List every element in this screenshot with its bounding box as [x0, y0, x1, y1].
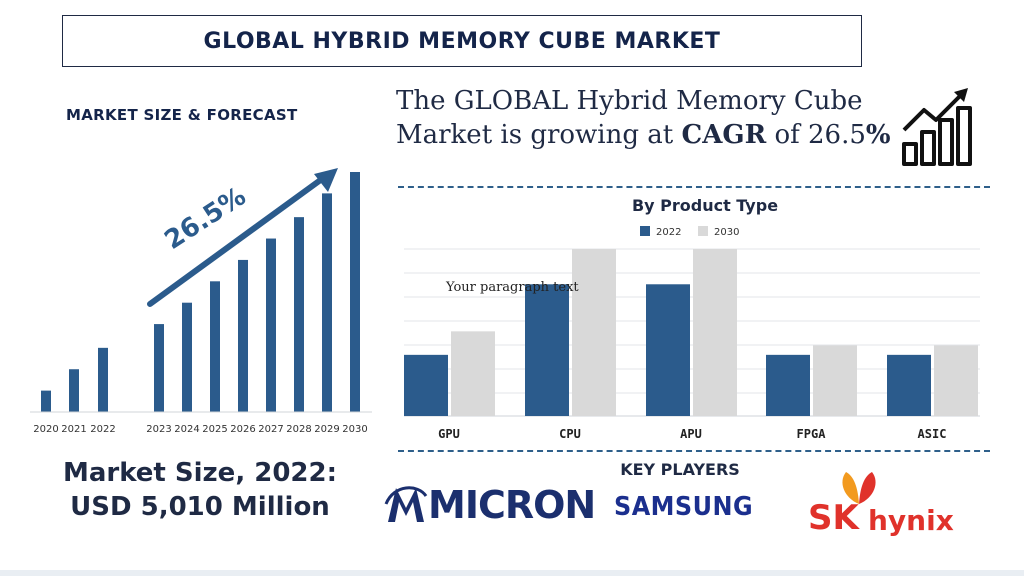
growth-tick-2022: 2022 — [90, 424, 115, 435]
headline-line1: The GLOBAL Hybrid Memory Cube — [396, 86, 863, 116]
placeholder-paragraph-text: Your paragraph text — [446, 280, 579, 295]
growth-tick-2021: 2021 — [61, 424, 86, 435]
product-bars — [404, 249, 978, 416]
sk-hynix-logo: SK hynix — [806, 468, 956, 544]
bar-asic-2030 — [934, 345, 978, 416]
headline: The GLOBAL Hybrid Memory Cube Market is … — [396, 84, 896, 152]
page-title: GLOBAL HYBRID MEMORY CUBE MARKET — [203, 28, 721, 54]
growth-bar-2023 — [154, 324, 164, 412]
micron-logo: MICRON — [384, 482, 596, 528]
growth-chart-icon — [902, 88, 972, 166]
headline-line2-mid: of 26.5 — [766, 120, 866, 150]
headline-line2: Market is growing at CAGR of 26.5% — [396, 118, 896, 152]
market-size-line2: USD 5,010 Million — [70, 492, 330, 522]
bar-fpga-2022 — [766, 354, 810, 416]
growth-tick-2025: 2025 — [202, 424, 227, 435]
market-size-forecast-heading: MARKET SIZE & FORECAST — [66, 106, 298, 124]
micron-wordmark: MICRON — [428, 483, 596, 527]
market-size-block: Market Size, 2022: USD 5,010 Million — [40, 456, 360, 524]
growth-tick-2024: 2024 — [174, 424, 199, 435]
bar-apu-2022 — [646, 284, 690, 416]
product-x-axis: GPU CPU APU FPGA ASIC — [438, 427, 946, 441]
sk-butterfly-icon — [842, 472, 876, 504]
tick-apu: APU — [680, 427, 702, 441]
growth-bar-2026 — [238, 259, 248, 412]
growth-tick-2027: 2027 — [258, 424, 283, 435]
market-size-line1: Market Size, 2022: — [62, 458, 338, 488]
growth-bar-2030 — [350, 172, 360, 412]
tick-fpga: FPGA — [797, 427, 827, 441]
growth-x-axis: 2020 2021 2022 2023 2024 2025 2026 2027 2028 2029… — [33, 424, 367, 435]
bar-cpu-2030 — [572, 249, 616, 416]
growth-bar-2028 — [294, 217, 304, 412]
title-box: GLOBAL HYBRID MEMORY CUBE MARKET — [62, 15, 862, 67]
headline-line2-prefix: Market is growing at — [396, 120, 682, 150]
legend-label-2030: 2030 — [714, 227, 739, 238]
product-legend: 2022 2030 — [640, 226, 739, 238]
product-gridlines — [404, 248, 980, 417]
bottom-rule — [0, 570, 1024, 576]
growth-bars — [41, 172, 360, 412]
cagr-label: 26.5% — [159, 182, 251, 256]
bar-gpu-2022 — [404, 354, 448, 416]
growth-tick-2028: 2028 — [286, 424, 311, 435]
growth-bar-2029 — [322, 193, 332, 412]
divider-bottom — [398, 450, 990, 452]
growth-forecast-chart: 2020 2021 2022 2023 2024 2025 2026 2027 2028 2029… — [30, 168, 372, 435]
samsung-logo: SAMSUNG — [614, 492, 754, 522]
bar-cpu-2022 — [525, 284, 569, 416]
growth-bar-2021 — [69, 369, 79, 412]
growth-bar-2022 — [98, 347, 108, 412]
growth-tick-2026: 2026 — [230, 424, 255, 435]
tick-cpu: CPU — [559, 427, 581, 441]
legend-label-2022: 2022 — [656, 227, 681, 238]
bar-asic-2022 — [887, 354, 931, 416]
growth-tick-2023: 2023 — [146, 424, 171, 435]
headline-percent: % — [865, 120, 891, 150]
key-players-heading: KEY PLAYERS — [620, 460, 740, 479]
hynix-wordmark: hynix — [868, 504, 954, 537]
legend-swatch-2022 — [640, 226, 650, 236]
product-type-chart: 2022 2030 GPU CPU APU FPGA ASIC — [404, 226, 980, 441]
growth-tick-2030: 2030 — [342, 424, 367, 435]
tick-asic: ASIC — [918, 427, 947, 441]
bar-fpga-2030 — [813, 345, 857, 416]
divider-top — [398, 186, 990, 188]
bar-apu-2030 — [693, 249, 737, 416]
micron-swoosh-icon — [384, 486, 428, 522]
headline-cagr: CAGR — [681, 120, 767, 150]
growth-bar-2025 — [210, 281, 220, 412]
growth-bar-2020 — [41, 390, 51, 412]
product-chart-title: By Product Type — [631, 196, 779, 215]
sk-wordmark: SK — [808, 498, 859, 538]
growth-bar-2024 — [182, 302, 192, 412]
legend-swatch-2030 — [698, 226, 708, 236]
growth-tick-2020: 2020 — [33, 424, 58, 435]
bar-gpu-2030 — [451, 331, 495, 416]
growth-arrow — [147, 168, 338, 307]
tick-gpu: GPU — [438, 427, 460, 441]
growth-tick-2029: 2029 — [314, 424, 339, 435]
growth-bar-2027 — [266, 238, 276, 412]
